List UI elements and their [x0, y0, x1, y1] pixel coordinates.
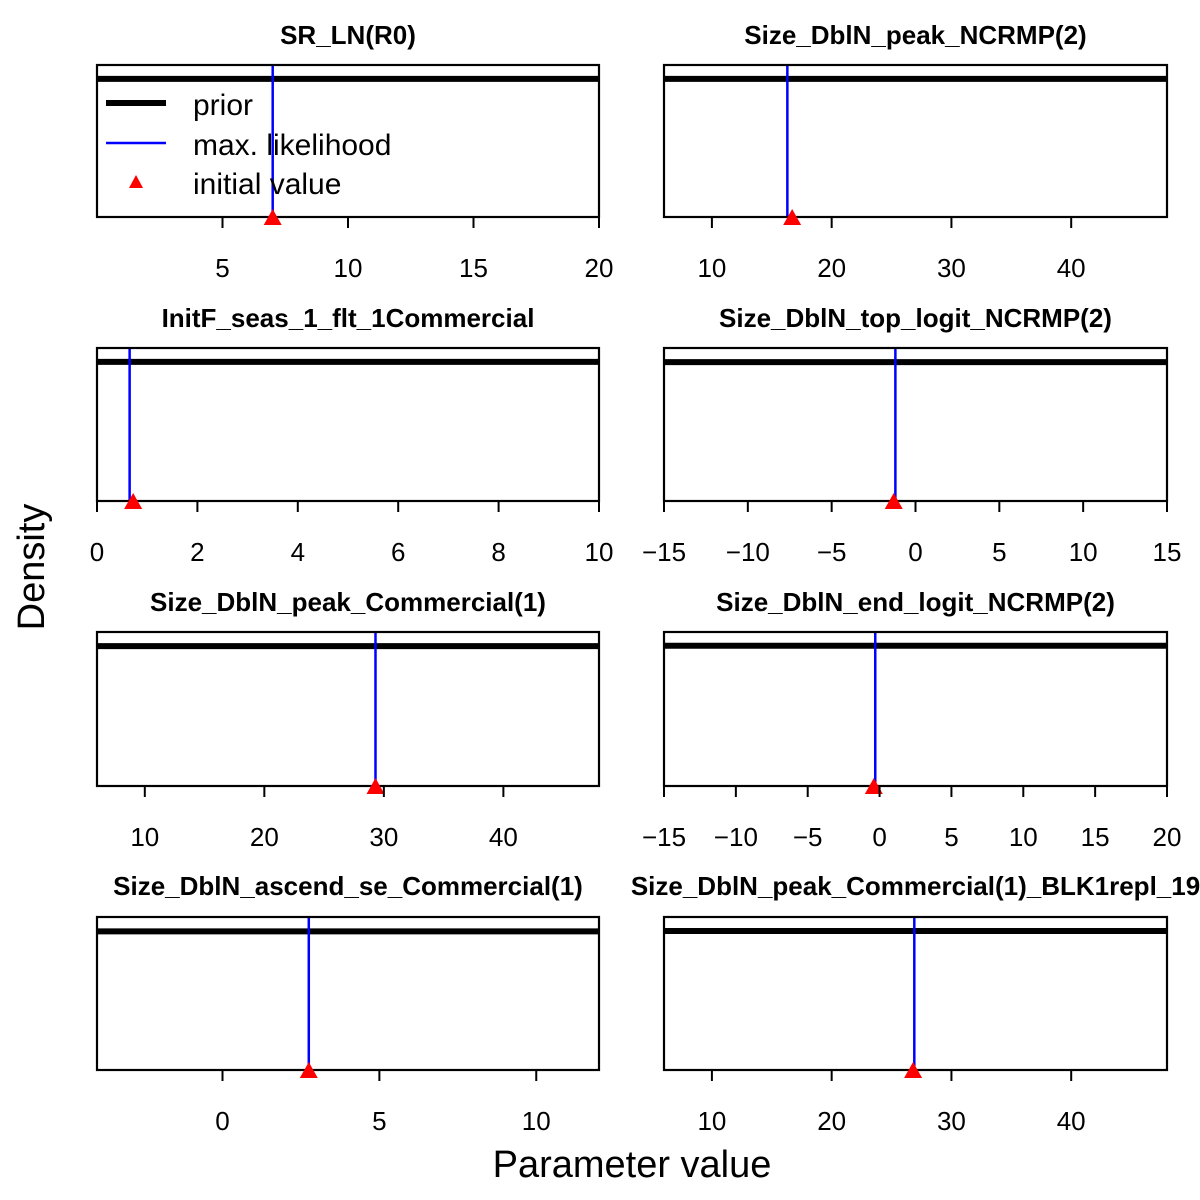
x-tick-label: 5 — [215, 253, 229, 283]
panel-6: −15 −10 −5 0 5 10 15 20 Size_DblN_end_logit_NCRM… — [642, 587, 1182, 852]
panel-2: 10 20 30 40 Size_DblN_peak_NCRMP(2) — [662, 20, 1169, 283]
x-tick-label: 40 — [1057, 253, 1086, 283]
x-tick-label: 30 — [369, 822, 398, 852]
x-tick-label: 0 — [215, 1106, 229, 1136]
x-tick-label: 10 — [522, 1106, 551, 1136]
panel-frame — [662, 346, 1169, 503]
panel-4: −15 −10 −5 0 5 10 15 Size_DblN_top_logit_NCRMP(… — [642, 303, 1182, 567]
x-tick-label: −15 — [642, 537, 686, 567]
panel-frame — [95, 346, 601, 503]
initial-value-marker — [366, 778, 385, 794]
x-tick-label: 10 — [697, 253, 726, 283]
panel-title: Size_DblN_peak_Commercial(1)_BLK1repl_19 — [631, 871, 1200, 901]
panel-frame — [95, 630, 601, 788]
x-tick-label: 15 — [1081, 822, 1110, 852]
x-tick-label: 0 — [90, 537, 104, 567]
x-tick-label: −5 — [817, 537, 847, 567]
panel-title: Size_DblN_end_logit_NCRMP(2) — [716, 587, 1115, 617]
x-tick-label: 20 — [585, 253, 614, 283]
legend-initial-swatch — [129, 175, 143, 188]
panel-3: 0 2 4 6 8 10 InitF_seas_1_flt_1Commercial — [90, 303, 614, 567]
x-tick-label: 20 — [817, 253, 846, 283]
x-tick-label: 5 — [372, 1106, 386, 1136]
x-tick-label: 5 — [944, 822, 958, 852]
x-tick-label: 10 — [1069, 537, 1098, 567]
panel-8: 10 20 30 40 Size_DblN_peak_Commercial(1)_BLK… — [631, 871, 1200, 1136]
panel-title: Size_DblN_top_logit_NCRMP(2) — [719, 303, 1112, 333]
x-tick-label: −5 — [793, 822, 823, 852]
panel-frame — [662, 630, 1169, 788]
legend-label: initial value — [193, 168, 341, 201]
initial-value-marker — [263, 209, 282, 225]
x-tick-label: 40 — [489, 822, 518, 852]
initial-value-marker — [904, 1062, 923, 1078]
initial-value-marker — [299, 1062, 318, 1078]
panel-1: 5 10 15 20 SR_LN(R0)prior max. likelihood init… — [95, 20, 614, 283]
initial-value-marker — [864, 778, 883, 794]
x-tick-label: 5 — [992, 537, 1006, 567]
panel-title: InitF_seas_1_flt_1Commercial — [162, 303, 535, 333]
panel-5: 10 20 30 40 Size_DblN_peak_Commercial(1) — [95, 587, 601, 852]
x-tick-label: 10 — [585, 537, 614, 567]
panel-title: Size_DblN_peak_Commercial(1) — [150, 587, 546, 617]
x-tick-label: −10 — [726, 537, 770, 567]
x-tick-label: 15 — [1153, 537, 1182, 567]
x-tick-label: −15 — [642, 822, 686, 852]
x-tick-label: 30 — [937, 1106, 966, 1136]
panel-frame — [95, 915, 601, 1072]
x-axis-title: Parameter value — [493, 1144, 772, 1186]
x-tick-label: 20 — [1153, 822, 1182, 852]
legend-label: prior — [193, 89, 253, 122]
initial-value-marker — [884, 493, 903, 509]
initial-value-marker — [124, 493, 143, 509]
x-tick-label: −10 — [714, 822, 758, 852]
panel-title: Size_DblN_ascend_se_Commercial(1) — [113, 871, 583, 901]
x-tick-label: 40 — [1057, 1106, 1086, 1136]
legend-label: max. likelihood — [193, 129, 391, 162]
x-tick-label: 10 — [1009, 822, 1038, 852]
x-tick-label: 30 — [937, 253, 966, 283]
x-tick-label: 0 — [908, 537, 922, 567]
y-axis-title: Density — [11, 504, 53, 631]
initial-value-marker — [783, 209, 802, 225]
x-tick-label: 10 — [130, 822, 159, 852]
x-tick-label: 2 — [190, 537, 204, 567]
x-tick-label: 10 — [697, 1106, 726, 1136]
x-tick-label: 15 — [459, 253, 488, 283]
x-tick-label: 6 — [391, 537, 405, 567]
panel-title: SR_LN(R0) — [280, 20, 416, 50]
x-tick-label: 0 — [872, 822, 886, 852]
panel-title: Size_DblN_peak_NCRMP(2) — [744, 20, 1086, 50]
x-tick-label: 8 — [491, 537, 505, 567]
legend: prior max. likelihood initial value — [106, 89, 391, 201]
panel-7: 0 5 10 Size_DblN_ascend_se_Commercial(1) — [95, 871, 601, 1136]
panel-frame — [662, 63, 1169, 219]
x-tick-label: 20 — [817, 1106, 846, 1136]
x-tick-label: 10 — [334, 253, 363, 283]
x-tick-label: 4 — [291, 537, 305, 567]
x-tick-label: 20 — [250, 822, 279, 852]
